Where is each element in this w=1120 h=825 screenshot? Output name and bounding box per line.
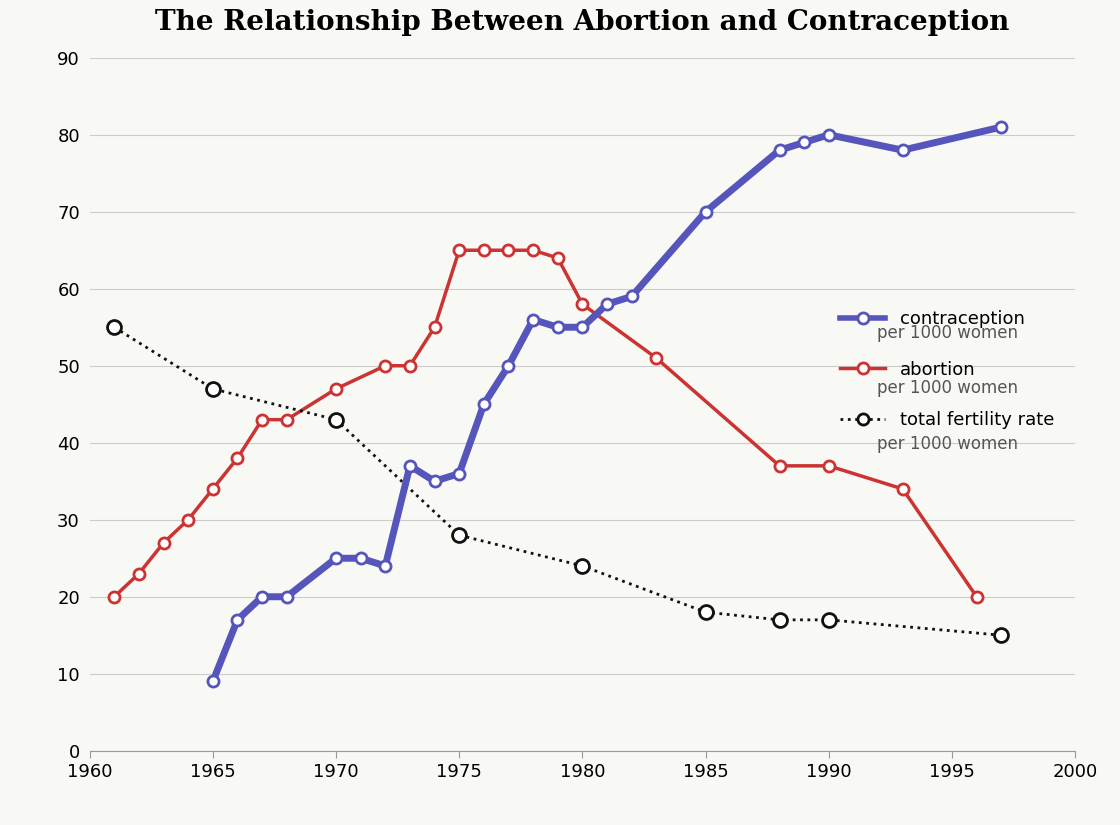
- Text: per 1000 women: per 1000 women: [877, 435, 1018, 452]
- Text: per 1000 women: per 1000 women: [877, 324, 1018, 342]
- Text: per 1000 women: per 1000 women: [877, 380, 1018, 398]
- Title: The Relationship Between Abortion and Contraception: The Relationship Between Abortion and Co…: [156, 9, 1009, 36]
- Legend: contraception, abortion, total fertility rate: contraception, abortion, total fertility…: [833, 303, 1062, 436]
